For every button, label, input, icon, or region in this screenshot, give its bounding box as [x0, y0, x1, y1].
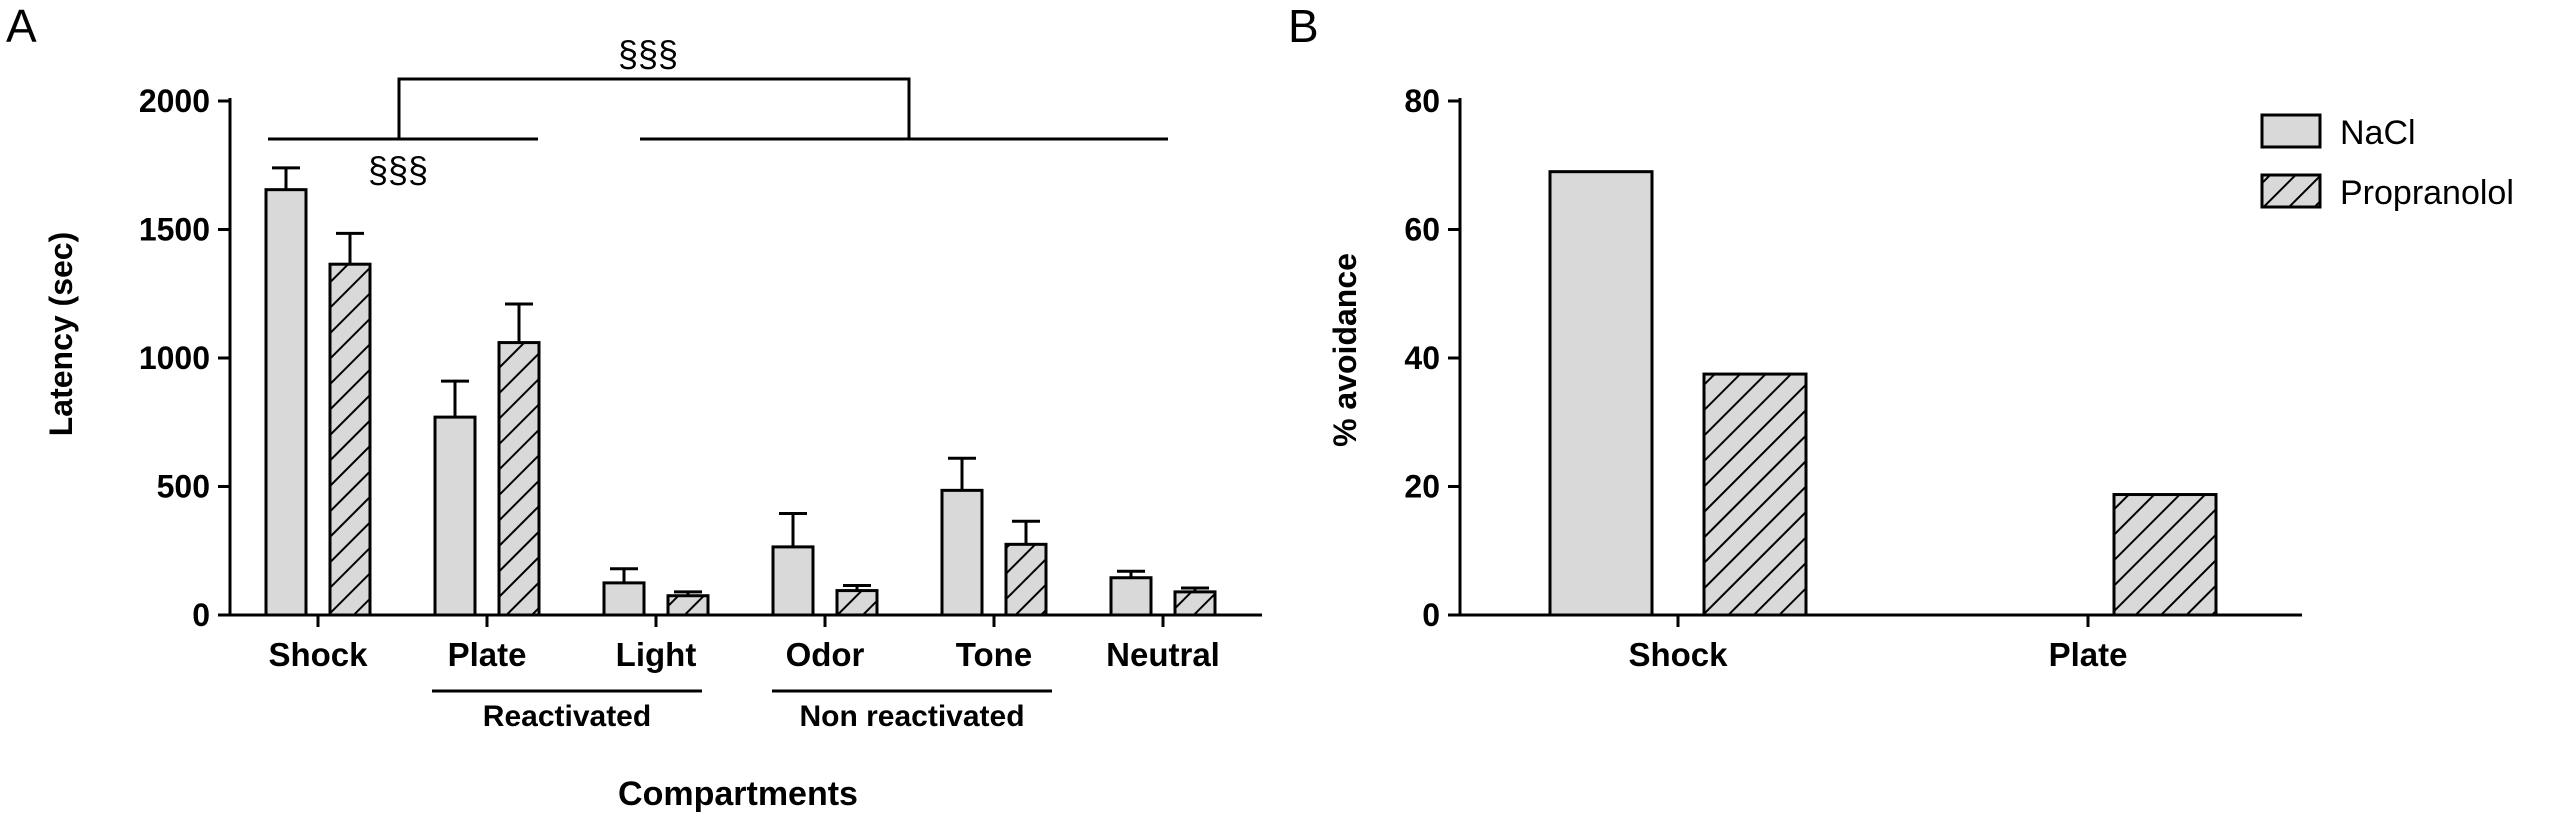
x-tick-label-light: Light: [616, 636, 697, 673]
panel-b-x-tick-labels: Shock Plate: [1628, 615, 2127, 673]
x-tick-label-odor: Odor: [786, 636, 865, 673]
x-tick-label-plate: Plate: [448, 636, 527, 673]
legend-label-nacl: NaCl: [2340, 114, 2416, 152]
panel-b-bars: [1548, 170, 2218, 617]
bar-shock-nacl: [1548, 170, 1654, 617]
panel-b-y-ticks: 0 20 40 60 80: [1404, 83, 1460, 633]
y-tick-label: 40: [1404, 340, 1440, 376]
y-tick-label: 1500: [139, 212, 210, 248]
bar-light-propranolol: [666, 594, 710, 617]
panel-a-x-tick-labels: Shock Plate Light Odor Tone Neutral: [268, 615, 1220, 673]
group-label-non-reactivated: Non reactivated: [799, 700, 1024, 733]
significance-marker-lower: §§§: [368, 149, 428, 190]
panel-a-ylabel: Latency (sec): [43, 232, 79, 437]
bar-plate-propranolol: [2112, 493, 2218, 617]
bar-tone-propranolol: [1004, 542, 1048, 617]
bar-neutral-nacl: [1109, 576, 1153, 617]
legend: NaCl Propranolol: [2260, 113, 2514, 212]
x-tick-label-tone: Tone: [956, 636, 1032, 673]
bar-plate-propranolol: [497, 341, 541, 617]
legend-swatch-propranolol: [2260, 173, 2322, 209]
bar-tone-nacl: [940, 488, 984, 617]
panel-a-bars: [264, 166, 1217, 617]
x-tick-label-plate: Plate: [2049, 636, 2128, 673]
legend-swatch-nacl: [2260, 113, 2322, 149]
bar-shock-nacl: [264, 188, 308, 617]
bar-shock-propranolol: [328, 262, 372, 617]
y-tick-label: 1000: [139, 340, 210, 376]
x-tick-label-shock: Shock: [1628, 636, 1728, 673]
panel-b-label: B: [1288, 0, 1319, 52]
y-tick-label: 20: [1404, 469, 1440, 505]
x-tick-label-neutral: Neutral: [1106, 636, 1220, 673]
bar-light-nacl: [602, 581, 646, 617]
y-tick-label: 60: [1404, 212, 1440, 248]
y-tick-label: 2000: [139, 83, 210, 119]
bar-odor-nacl: [771, 545, 815, 617]
bar-plate-nacl: [433, 415, 477, 617]
significance-bracket-upper: [397, 77, 911, 139]
y-tick-label: 0: [1422, 597, 1440, 633]
panel-a-y-ticks: 0 500 1000 1500 2000: [139, 83, 230, 633]
legend-label-propranolol: Propranolol: [2340, 174, 2514, 212]
panel-a-label: A: [6, 0, 37, 52]
panel-a-chart: Latency (sec) Compartments 0 500 1000 1500 2…: [43, 33, 1262, 813]
y-tick-label: 80: [1404, 83, 1440, 119]
bar-odor-propranolol: [835, 589, 879, 617]
panel-b-ylabel: % avoidance: [1327, 253, 1363, 447]
panel-b-chart: % avoidance 0 20 40 60 80 Shock Plate NaCl Pr…: [1327, 83, 2514, 673]
x-tick-label-shock: Shock: [268, 636, 368, 673]
panel-a-xlabel: Compartments: [618, 775, 858, 813]
significance-marker-upper: §§§: [618, 33, 678, 74]
y-tick-label: 500: [157, 469, 210, 505]
group-label-reactivated: Reactivated: [483, 700, 651, 733]
bar-shock-propranolol: [1702, 372, 1808, 617]
bar-neutral-propranolol: [1173, 590, 1217, 617]
y-tick-label: 0: [192, 597, 210, 633]
